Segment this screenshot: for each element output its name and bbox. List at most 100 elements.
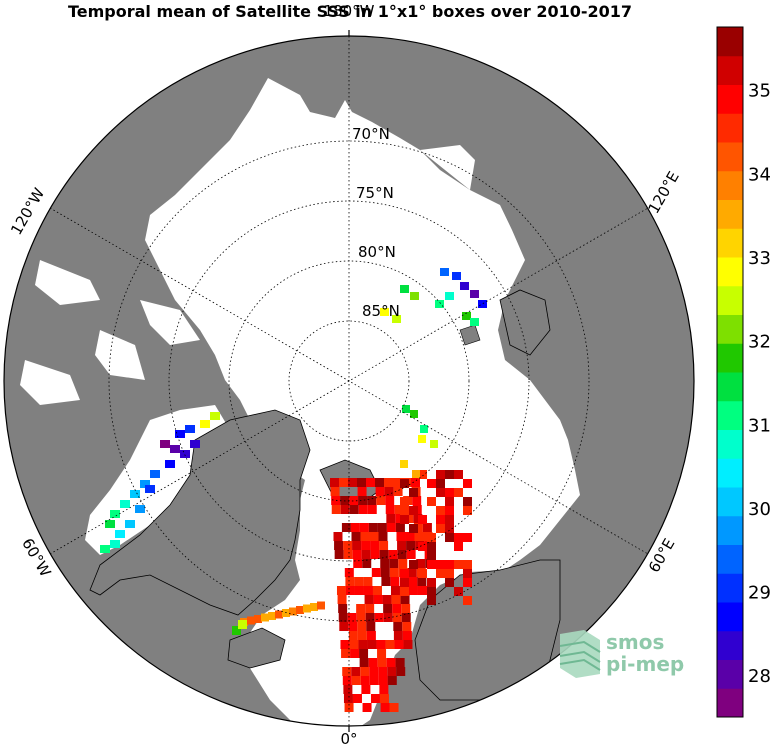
polar-map: 70°N 75°N 80°N 85°N 180°W 0° 120°W 120°E… — [3, 2, 695, 746]
sss-cell — [180, 450, 190, 458]
sss-cell — [379, 541, 389, 550]
sss-cell — [427, 551, 436, 560]
sss-cell — [150, 470, 160, 478]
sss-cell — [400, 595, 410, 604]
sss-cell — [352, 541, 362, 550]
sss-cell — [359, 658, 369, 667]
sss-cell — [410, 410, 418, 418]
sss-cell — [470, 290, 479, 298]
lon-label-120e: 120°E — [644, 168, 682, 216]
sss-cell — [348, 622, 358, 631]
sss-cell — [349, 505, 359, 514]
sss-cell — [392, 613, 402, 622]
colorbar-block — [717, 170, 743, 200]
colorbar-frame — [716, 26, 744, 718]
sss-cell — [349, 496, 359, 505]
sss-cell — [369, 667, 379, 676]
sss-cell — [381, 577, 391, 586]
sss-cell — [296, 606, 304, 614]
sss-cell — [362, 703, 372, 712]
sss-cell — [369, 532, 379, 541]
sss-cell — [268, 612, 276, 620]
colorbar-tick-label: 29 — [748, 583, 771, 604]
sss-cell — [342, 676, 352, 685]
colorbar-tick-label: 34 — [748, 164, 771, 185]
sss-cell — [333, 532, 343, 541]
sss-cell — [120, 500, 130, 508]
sss-cell — [380, 559, 390, 568]
colorbar-block — [717, 544, 743, 574]
sss-cell — [382, 595, 392, 604]
sss-cell — [380, 703, 390, 712]
sss-cell — [385, 496, 395, 505]
sss-cell — [353, 559, 363, 568]
sss-cell — [379, 694, 389, 703]
sss-cell — [435, 300, 444, 308]
sss-cell — [400, 578, 409, 587]
sss-cell — [361, 685, 371, 694]
sss-cell — [418, 515, 427, 524]
map-title: Temporal mean of Satellite SSS in 1°x1° … — [67, 2, 633, 21]
sss-cell — [370, 550, 380, 559]
sss-cell — [406, 550, 416, 559]
sss-cell — [369, 676, 379, 685]
sss-cell — [331, 505, 341, 514]
sss-cell — [422, 523, 432, 532]
sss-cell — [339, 478, 348, 487]
sss-cell — [387, 667, 397, 676]
sss-cell — [386, 523, 396, 532]
sss-cell — [463, 578, 472, 587]
sss-cell — [400, 479, 409, 488]
colorbar-block — [717, 285, 743, 315]
sss-cell — [390, 577, 400, 586]
sss-cell — [352, 550, 362, 559]
sss-cell — [393, 631, 403, 640]
sss-cell — [427, 587, 436, 596]
colorbar-block — [717, 228, 743, 258]
sss-cell — [397, 550, 407, 559]
sss-cell — [100, 545, 110, 553]
sss-cell — [389, 559, 399, 568]
colorbar-block — [717, 372, 743, 402]
colorbar-block — [717, 27, 743, 57]
sss-cell — [454, 533, 463, 542]
sss-cell — [454, 587, 463, 596]
sss-cell — [452, 272, 461, 280]
colorbar-block — [717, 314, 743, 344]
sss-cell — [347, 613, 357, 622]
sss-cell — [370, 541, 380, 550]
sss-cell — [345, 586, 355, 595]
sss-cell — [460, 282, 469, 290]
sss-cell — [358, 505, 368, 514]
sss-cell — [408, 577, 418, 586]
sss-cell — [360, 532, 370, 541]
sss-cell — [386, 658, 396, 667]
smos-pi-mep-logo: smos pi-mep — [556, 626, 696, 686]
sss-cell — [337, 595, 347, 604]
sss-cell — [338, 613, 348, 622]
sss-cell — [400, 285, 409, 293]
colorbar-block — [717, 55, 743, 85]
logo-line1: smos — [606, 630, 665, 654]
colorbar-block — [717, 573, 743, 603]
sss-cell — [391, 595, 401, 604]
sss-cell — [340, 496, 350, 505]
sss-cell — [289, 607, 297, 616]
sss-cell — [282, 609, 290, 617]
sss-cell — [402, 405, 410, 413]
sss-cell — [232, 626, 241, 635]
sss-cell — [334, 541, 344, 550]
sss-cell — [130, 490, 140, 498]
sss-cell — [445, 292, 454, 300]
sss-cell — [430, 440, 438, 448]
sss-cell — [356, 613, 366, 622]
sss-cell — [330, 487, 340, 496]
sss-cell — [454, 542, 463, 551]
sss-cell — [340, 505, 350, 514]
sss-cell — [351, 532, 361, 541]
sss-cell — [388, 550, 398, 559]
colorbar-block — [717, 602, 743, 632]
sss-cell — [418, 569, 427, 578]
sss-cell — [463, 560, 472, 569]
sss-cell — [427, 542, 436, 551]
